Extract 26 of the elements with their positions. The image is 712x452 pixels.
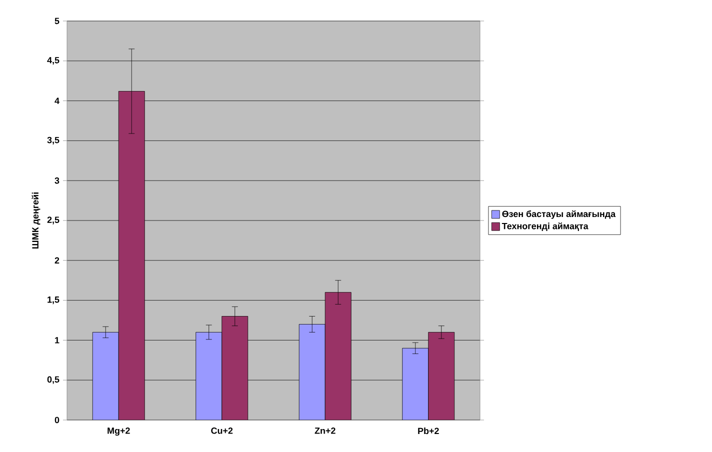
legend-label: Техногенді аймақта <box>502 222 588 231</box>
y-tick-label: 4 <box>54 98 60 104</box>
bar <box>324 292 352 420</box>
legend-label: Өзен бастауы аймағында <box>502 210 616 219</box>
y-tick-label: 4,5 <box>47 57 60 65</box>
y-tick-label: 3,5 <box>47 136 60 145</box>
y-tick-label: 5 <box>54 18 60 24</box>
bar <box>222 316 248 420</box>
y-tick-label: 1,5 <box>48 296 60 304</box>
x-tick-label: Cu+2 <box>211 428 233 434</box>
bar <box>402 348 429 420</box>
bar <box>428 332 455 420</box>
y-tick-label: 2,5 <box>47 216 60 224</box>
y-tick-label: 1 <box>55 337 60 344</box>
bar <box>298 324 326 420</box>
y-tick-label: 0,5 <box>47 376 60 384</box>
bar <box>118 91 145 420</box>
y-axis-title: ШМК деңгейі <box>32 192 40 249</box>
bar <box>196 332 222 420</box>
bar <box>92 332 119 420</box>
y-tick-label: 2 <box>54 257 60 264</box>
x-tick-label: Pb+2 <box>418 428 439 434</box>
x-tick-label: Zn+2 <box>314 428 336 434</box>
x-tick-label: Mg+2 <box>108 428 130 436</box>
y-tick-label: 0 <box>54 416 60 424</box>
y-tick-label: 3 <box>54 177 60 184</box>
